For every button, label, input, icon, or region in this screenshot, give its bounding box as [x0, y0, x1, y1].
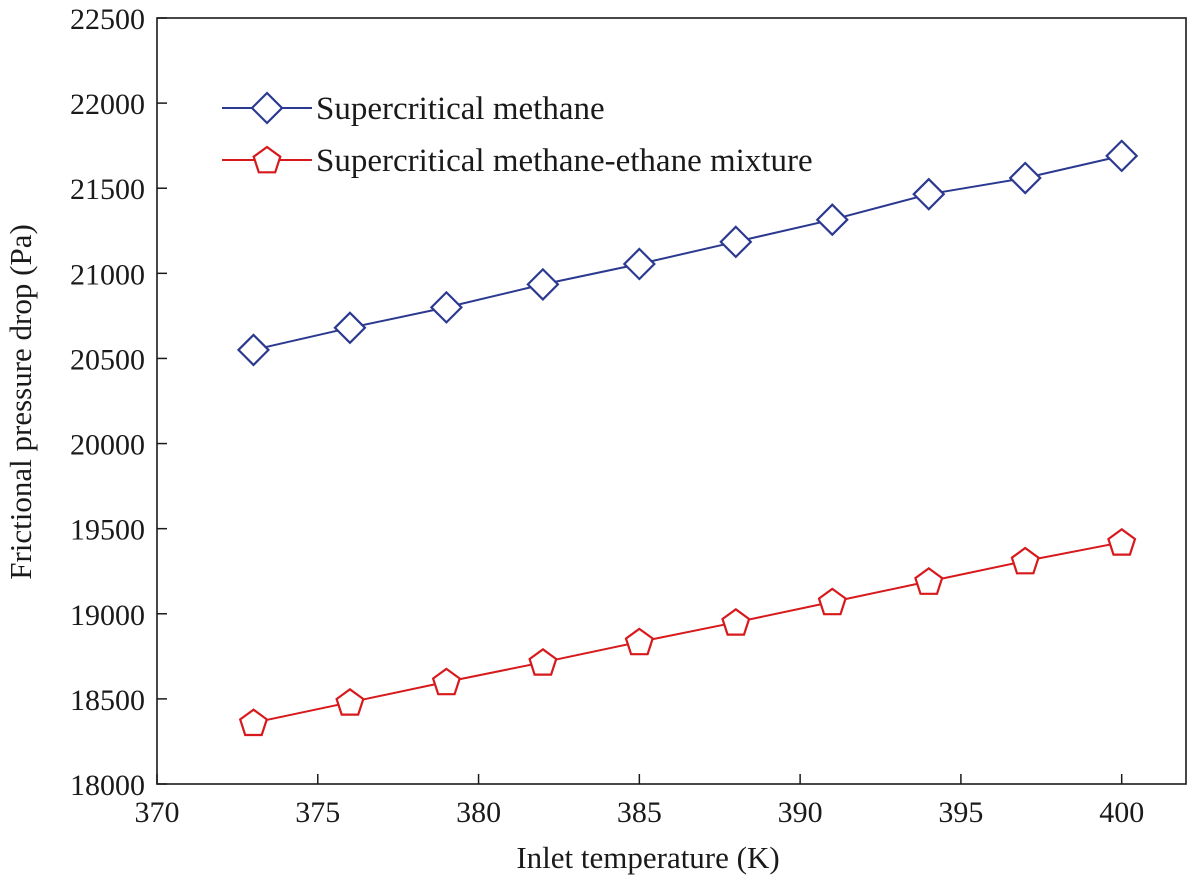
data-point-marker	[815, 203, 849, 237]
y-tick-label: 18500	[70, 684, 145, 717]
legend-item: Supercritical methane	[222, 91, 605, 127]
x-axis-title: Inlet temperature (K)	[516, 840, 779, 875]
series-line	[253, 541, 1122, 724]
legend-label: Supercritical methane-ethane mixture	[316, 143, 813, 179]
x-tick-label: 380	[456, 796, 501, 829]
data-point-marker	[914, 567, 944, 595]
legend-label: Supercritical methane	[316, 91, 605, 127]
legend-item: Supercritical methane-ethane mixture	[222, 143, 813, 179]
series-layer	[236, 139, 1139, 737]
x-tick-label: 390	[778, 796, 823, 829]
data-point-marker	[721, 607, 751, 636]
data-point-marker	[333, 311, 367, 345]
legend: Supercritical methane Supercritical metha…	[222, 91, 813, 179]
x-tick-label: 395	[938, 796, 983, 829]
data-point-marker	[335, 687, 365, 716]
y-axis: 18000 18500 19000 19500 20000 20500 21000 21500…	[70, 3, 167, 802]
data-point-marker	[526, 267, 560, 301]
y-tick-label: 20500	[70, 343, 145, 376]
data-point-marker	[528, 647, 558, 676]
data-point-marker	[624, 627, 654, 656]
series-line	[253, 154, 1122, 351]
x-tick-label: 400	[1099, 796, 1144, 829]
data-point-marker	[1008, 161, 1042, 195]
y-tick-label: 20000	[70, 429, 145, 462]
y-tick-label: 21500	[70, 173, 145, 206]
data-point-marker	[719, 225, 753, 259]
plot-frame	[156, 17, 1187, 785]
y-tick-label: 18000	[70, 769, 145, 802]
series-2	[238, 527, 1137, 737]
x-axis: 370 375 380 385 390 395 400	[135, 774, 1144, 829]
x-tick-label: 375	[295, 796, 340, 829]
data-point-marker	[622, 247, 656, 281]
legend-marker	[252, 145, 282, 174]
y-axis-title: Frictional pressure drop (Pa)	[3, 224, 38, 580]
data-point-marker	[1107, 527, 1137, 556]
data-point-marker	[1010, 546, 1040, 575]
data-point-marker	[236, 333, 271, 367]
data-point-marker	[912, 177, 946, 211]
y-tick-label: 22000	[70, 88, 145, 121]
data-point-marker	[238, 708, 269, 737]
y-tick-label: 19000	[70, 599, 145, 632]
y-tick-label: 22500	[70, 3, 145, 36]
data-point-marker	[431, 667, 461, 696]
data-point-marker	[817, 587, 847, 616]
y-tick-label: 21000	[70, 258, 145, 291]
series-1	[236, 139, 1139, 367]
y-tick-label: 19500	[70, 514, 145, 547]
x-tick-label: 370	[135, 796, 180, 829]
plot-area	[156, 17, 1187, 785]
data-point-marker	[1105, 139, 1139, 173]
x-tick-label: 385	[617, 796, 662, 829]
data-point-marker	[429, 290, 463, 324]
legend-marker	[250, 91, 284, 125]
